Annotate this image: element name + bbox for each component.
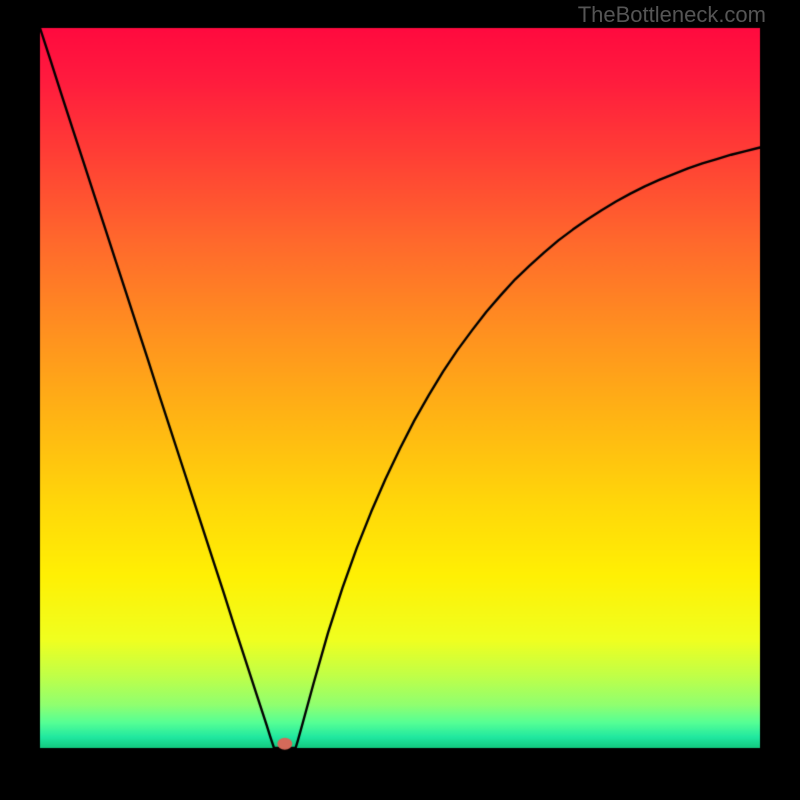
chart-canvas [0,0,800,800]
chart-stage: TheBottleneck.com [0,0,800,800]
